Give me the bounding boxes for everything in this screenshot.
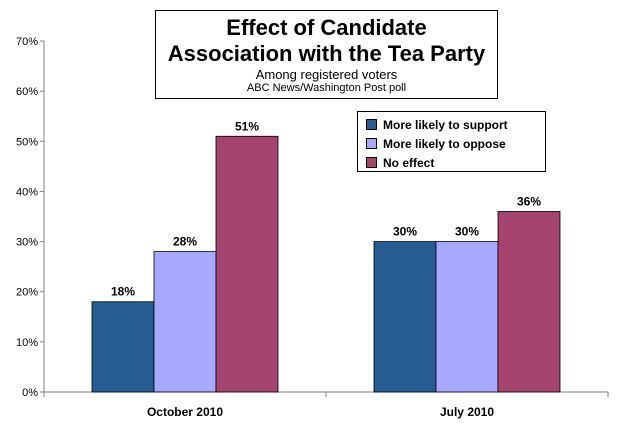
data-label: 51% <box>235 119 259 133</box>
legend-label-support: More likely to support <box>383 117 508 132</box>
legend-item-oppose: More likely to oppose <box>366 134 545 153</box>
data-label: 36% <box>517 194 541 208</box>
bar <box>497 211 561 393</box>
chart-subtitle: Among registered voters <box>255 67 398 82</box>
data-label: 18% <box>111 285 135 299</box>
legend-swatch-oppose <box>366 138 377 149</box>
legend-swatch-no-effect <box>366 157 377 168</box>
legend-label-oppose: More likely to oppose <box>383 136 506 151</box>
y-tick-label: 30% <box>16 237 38 249</box>
plot-area: 0% 10% 20% 30% 40% 50% 60% 70% 18% 28% 51% October … <box>16 36 609 419</box>
chart-title-line-2: Association with the Tea Party <box>167 41 486 66</box>
y-tick-label: 40% <box>16 186 38 198</box>
legend: More likely to support More likely to op… <box>357 111 546 172</box>
chart-title-line-1: Effect of Candidate <box>226 15 427 40</box>
y-tick-label: 50% <box>16 136 38 148</box>
bar <box>91 301 155 393</box>
bar <box>373 241 437 393</box>
y-tick-label: 60% <box>16 86 38 98</box>
data-label: 30% <box>393 225 417 239</box>
bar <box>435 241 499 393</box>
y-tick-label: 10% <box>16 337 38 349</box>
data-label: 28% <box>173 235 197 249</box>
legend-label-no-effect: No effect <box>383 155 435 170</box>
data-label: 30% <box>455 225 479 239</box>
bar <box>215 135 279 393</box>
legend-item-no-effect: No effect <box>366 153 545 172</box>
y-tick-label: 20% <box>16 287 38 299</box>
y-tick-label: 0% <box>22 387 38 399</box>
legend-swatch-support <box>366 119 377 130</box>
legend-item-support: More likely to support <box>366 115 545 134</box>
title-box: Effect of Candidate Association with the… <box>155 10 498 99</box>
y-tick-label: 70% <box>16 36 38 48</box>
bar <box>153 251 217 393</box>
chart-source: ABC News/Washington Post poll <box>246 82 407 94</box>
category-label: July 2010 <box>440 405 494 419</box>
category-label: October 2010 <box>147 405 223 419</box>
